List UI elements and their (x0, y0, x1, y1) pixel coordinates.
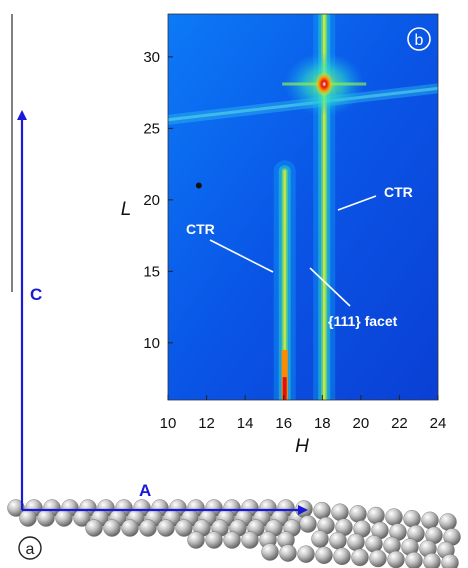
atom (279, 544, 297, 562)
x-axis-title: H (295, 436, 309, 457)
atom (367, 506, 385, 525)
atom (441, 554, 459, 568)
atom (333, 547, 351, 566)
panel-b-label: b (415, 32, 424, 49)
y-tick-label: 10 (143, 335, 160, 352)
y-tick-label: 15 (143, 263, 160, 280)
atom (297, 545, 315, 563)
panel-b-circle (407, 27, 431, 51)
ctr-right-label: CTR (384, 184, 413, 200)
x-tick-label: 16 (275, 415, 292, 432)
atom (387, 550, 405, 568)
atom (187, 531, 205, 549)
atom (7, 499, 25, 517)
atom (315, 546, 333, 564)
c-vector-label: C (30, 285, 42, 304)
heatmap-features (168, 14, 438, 400)
atom (385, 508, 403, 526)
atom (139, 519, 157, 537)
atom (103, 519, 121, 537)
facet-label: {111} facet (328, 313, 398, 329)
atom (329, 531, 347, 550)
atom (175, 519, 193, 537)
atom (85, 519, 103, 537)
x-tick-label: 22 (391, 415, 408, 432)
atom (205, 531, 223, 549)
facet-pointer (309, 267, 351, 307)
atom (55, 509, 73, 527)
plot-frame (167, 13, 439, 401)
y-tick-label: 25 (143, 120, 160, 137)
atom (403, 510, 421, 528)
dark-spot (195, 182, 202, 189)
x-tick-label: 20 (353, 415, 370, 432)
y-axis-title: L (121, 199, 132, 220)
atom (241, 531, 259, 549)
atom (157, 519, 175, 537)
atom (311, 530, 329, 548)
x-tick-label: 12 (198, 415, 215, 432)
ctr-left-label: CTR (186, 221, 215, 237)
atom (331, 503, 349, 521)
x-axis-ticks: 10 12 14 16 18 20 22 24 (160, 395, 447, 432)
x-tick-label: 18 (314, 415, 331, 432)
atom (313, 501, 331, 520)
atom (405, 551, 423, 568)
atom (299, 515, 317, 533)
atom (37, 509, 55, 527)
atom (439, 513, 457, 531)
panel-a-circle (18, 536, 42, 560)
y-axis-ticks: 10 15 20 25 30 (143, 49, 173, 352)
atom (369, 549, 387, 568)
atom (261, 543, 279, 561)
bragg-peak (315, 72, 334, 97)
x-tick-label: 10 (160, 415, 177, 432)
y-tick-label: 20 (143, 192, 160, 209)
x-tick-label: 14 (237, 415, 254, 432)
atom (349, 505, 367, 523)
y-tick-label: 30 (143, 49, 160, 66)
atom (365, 535, 383, 553)
atom (223, 531, 241, 549)
atom (423, 553, 441, 568)
heatmap-plot (168, 14, 438, 400)
atom (347, 533, 365, 551)
ctr-right-pointer (337, 195, 377, 211)
a-vector-label: A (139, 481, 151, 500)
panel-a-label: a (26, 541, 35, 558)
x-tick-label: 24 (430, 415, 447, 432)
atom (351, 548, 369, 567)
atomic-surface (7, 499, 461, 568)
atom (19, 509, 37, 527)
atom (421, 511, 439, 530)
ctr-left-pointer (209, 239, 274, 273)
atom (121, 519, 139, 537)
